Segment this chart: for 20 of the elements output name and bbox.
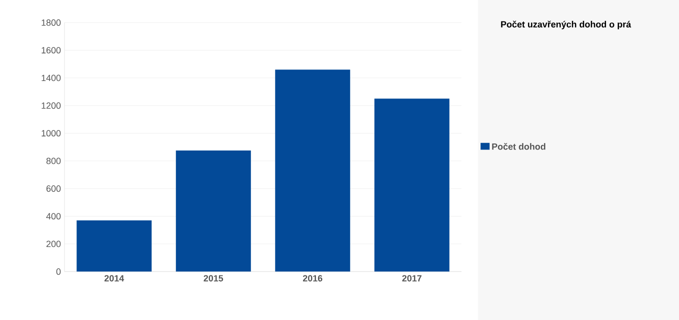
legend-title: Počet uzavřených dohod o prá — [501, 20, 632, 30]
y-tick-label: 1200 — [42, 102, 61, 109]
bar — [176, 150, 251, 272]
y-tick-label: 1600 — [42, 47, 61, 54]
y-tick-label: 400 — [46, 213, 61, 220]
legend-label: Počet dohod — [492, 142, 546, 150]
bar — [275, 70, 350, 272]
y-tick-label: 1800 — [42, 19, 61, 26]
bar — [76, 220, 152, 272]
x-tick-label: 2014 — [104, 275, 124, 282]
y-tick-label: 800 — [46, 158, 61, 164]
y-tick-label: 200 — [46, 240, 61, 248]
y-tick-label: 1000 — [42, 130, 61, 136]
y-tick-label: 600 — [46, 185, 61, 192]
y-tick-label: 0 — [56, 268, 61, 275]
bar — [374, 98, 450, 272]
y-tick-label: 1400 — [42, 74, 61, 82]
x-tick-label: 2017 — [402, 275, 422, 282]
x-tick-label: 2015 — [204, 275, 224, 282]
x-tick-label: 2016 — [302, 275, 322, 282]
